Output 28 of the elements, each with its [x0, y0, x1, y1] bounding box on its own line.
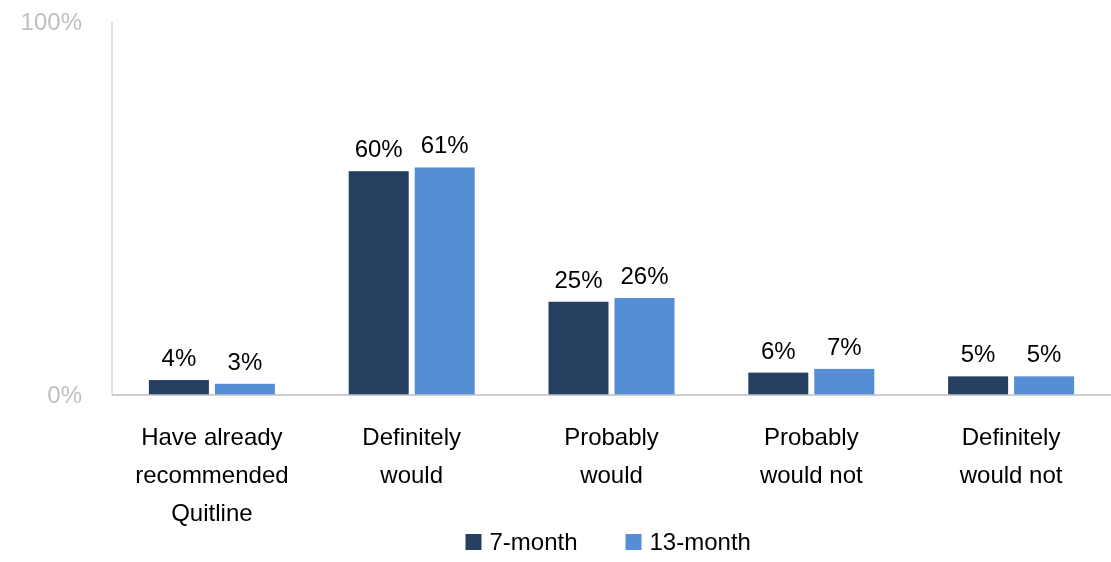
bar — [1014, 376, 1075, 395]
data-label: 7% — [826, 332, 862, 360]
bar — [614, 298, 675, 395]
x-tick-label: Probably would not — [758, 423, 863, 488]
data-label: 60% — [354, 135, 403, 163]
data-label: 5% — [960, 340, 996, 368]
x-tick-label: Definitely would — [362, 423, 462, 488]
data-label: 6% — [760, 336, 796, 364]
data-label: 61% — [420, 131, 469, 159]
y-tick-label: 100% — [20, 8, 82, 36]
bar — [548, 301, 609, 395]
legend-label: 13-month — [649, 528, 751, 556]
legend-label: 7-month — [489, 528, 578, 556]
bar — [414, 167, 475, 395]
bar — [348, 171, 409, 395]
y-tick-label: 0% — [47, 381, 82, 409]
bar — [814, 368, 875, 395]
bar — [148, 380, 209, 395]
bar — [748, 372, 809, 395]
data-label: 3% — [227, 347, 263, 375]
x-tick-label: Definitely would not — [958, 423, 1063, 488]
data-label: 25% — [554, 265, 603, 293]
x-tick-label: Have already recommended Quitline — [135, 423, 289, 526]
x-tick-label: Probably would — [564, 423, 659, 488]
data-label: 26% — [620, 262, 669, 290]
data-label: 5% — [1026, 340, 1062, 368]
data-label: 4% — [161, 344, 197, 372]
bar — [948, 376, 1009, 395]
